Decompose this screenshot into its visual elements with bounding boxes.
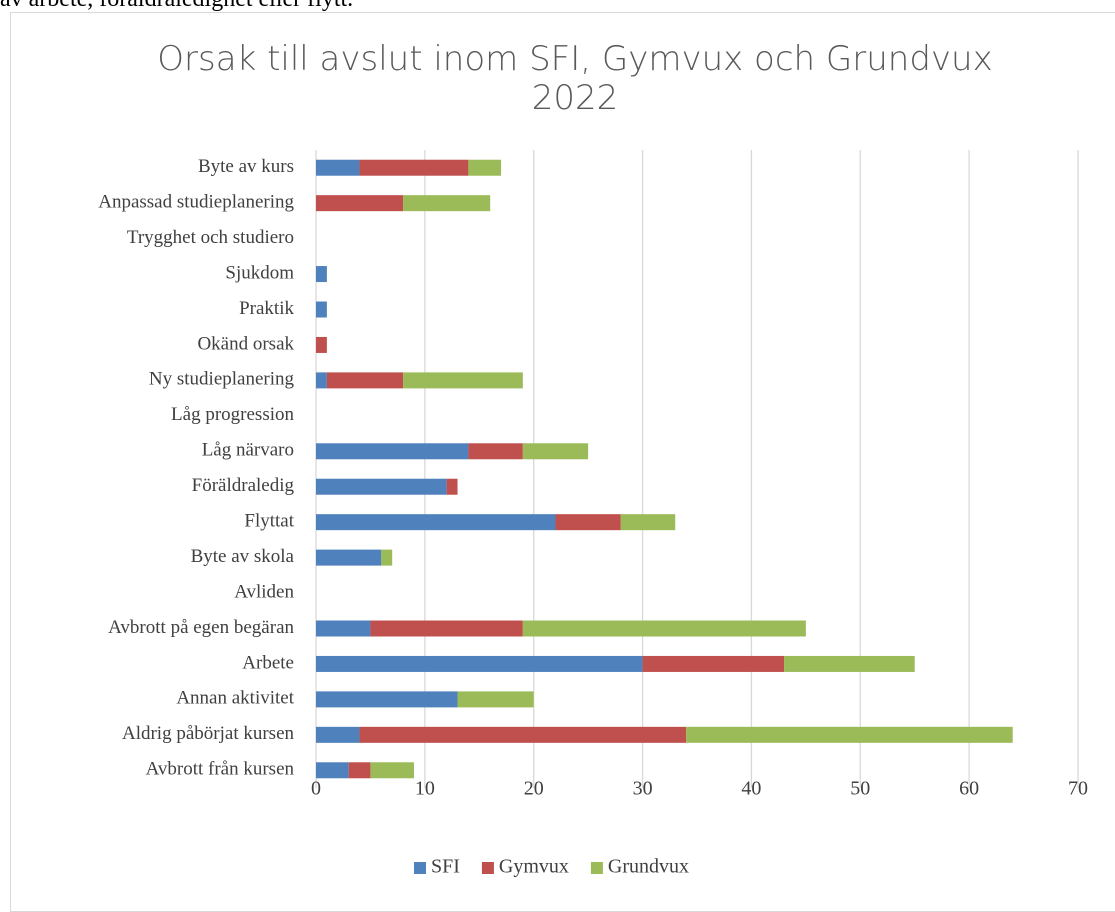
bar xyxy=(620,514,676,531)
bar xyxy=(316,478,447,495)
bar xyxy=(316,726,360,743)
x-tick-label: 20 xyxy=(524,778,544,800)
bar xyxy=(316,159,360,176)
bar xyxy=(468,159,502,176)
bar xyxy=(316,301,327,318)
y-tick-label: Byte av skola xyxy=(191,546,295,567)
bar xyxy=(348,762,371,779)
bar xyxy=(446,478,458,495)
page-text: av arbete, föräldraledighet eller flytt. xyxy=(0,0,353,13)
bar xyxy=(316,336,327,353)
y-tick-label: Annan aktivitet xyxy=(176,688,294,709)
y-tick-label: Flyttat xyxy=(244,511,294,532)
legend-label: SFI xyxy=(431,856,460,878)
x-tick-label: 30 xyxy=(633,778,653,800)
y-tick-label: Avbrott på egen begäran xyxy=(108,617,294,638)
bar xyxy=(316,549,382,566)
bar xyxy=(370,620,523,637)
chart-title: Orsak till avslut inom SFI, Gymvux och G… xyxy=(157,39,993,118)
bar xyxy=(316,443,469,460)
bar xyxy=(457,691,534,708)
legend-label: Gymvux xyxy=(499,856,569,878)
bar xyxy=(316,372,327,389)
y-tick-label: Trygghet och studiero xyxy=(127,227,294,248)
y-tick-label: Praktik xyxy=(239,298,294,319)
bar xyxy=(642,655,785,672)
bar xyxy=(316,514,556,531)
y-tick-label: Okänd orsak xyxy=(197,333,294,354)
legend-swatch xyxy=(414,862,426,874)
x-tick-label: 60 xyxy=(959,778,979,800)
bar xyxy=(326,372,404,389)
x-tick-label: 10 xyxy=(415,778,435,800)
bar xyxy=(784,655,915,672)
bar xyxy=(468,443,523,460)
y-tick-label: Anpassad studieplanering xyxy=(98,192,294,213)
y-tick-label: Låg närvaro xyxy=(202,440,294,461)
bar xyxy=(316,195,404,212)
legend-label: Grundvux xyxy=(608,856,689,878)
y-tick-label: Ny studieplanering xyxy=(149,369,295,390)
bar xyxy=(522,443,589,460)
bar xyxy=(403,372,523,389)
x-tick-label: 0 xyxy=(311,778,321,800)
x-tick-label: 50 xyxy=(850,778,870,800)
bar xyxy=(316,266,327,283)
y-tick-label: Låg progression xyxy=(171,404,294,425)
bar xyxy=(316,620,371,637)
x-tick-label: 70 xyxy=(1068,778,1088,800)
bar xyxy=(522,620,806,637)
bar xyxy=(316,762,349,779)
y-tick-label: Aldrig påbörjat kursen xyxy=(122,723,295,744)
bar xyxy=(370,762,414,779)
legend-swatch xyxy=(481,862,494,874)
y-tick-label: Föräldraledig xyxy=(192,475,295,496)
y-tick-label: Avbrott från kursen xyxy=(146,759,295,780)
y-tick-label: Sjukdom xyxy=(225,262,294,283)
bar xyxy=(316,691,458,708)
bar xyxy=(555,514,621,531)
y-tick-label: Arbete xyxy=(242,652,294,673)
bar xyxy=(316,655,643,672)
bar xyxy=(359,726,687,743)
bar xyxy=(686,726,1013,743)
y-tick-label: Byte av kurs xyxy=(198,156,294,177)
bar xyxy=(359,159,469,176)
legend-swatch xyxy=(590,862,603,874)
bar xyxy=(403,195,491,212)
y-tick-label: Avliden xyxy=(234,581,294,602)
bar xyxy=(381,549,393,566)
x-tick-label: 40 xyxy=(741,778,761,800)
